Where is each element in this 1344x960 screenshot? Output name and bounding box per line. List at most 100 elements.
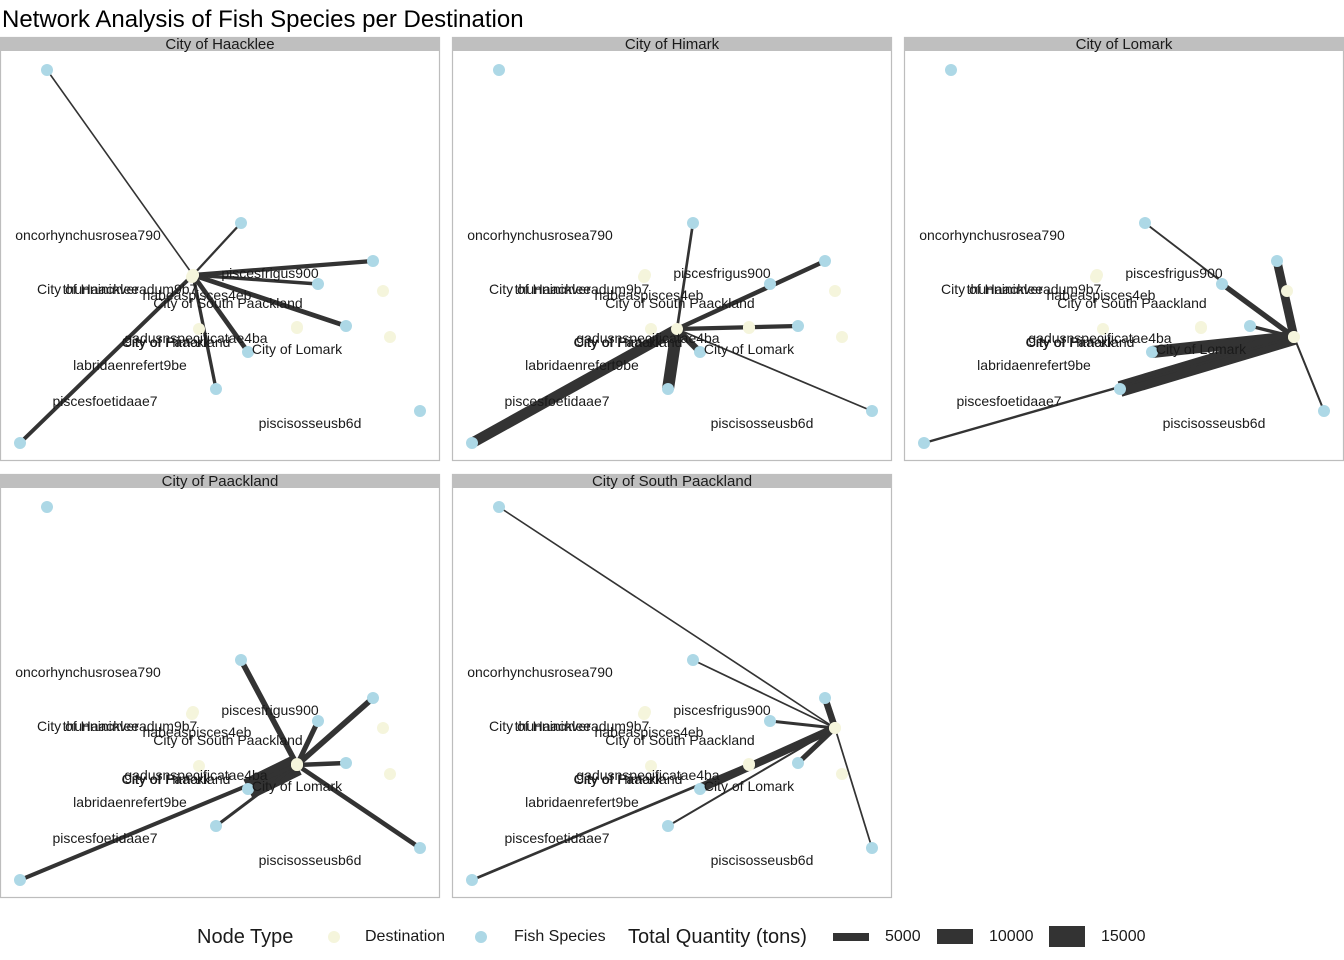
fish-node <box>493 501 505 513</box>
node-label-piscisosseusb6d: piscisosseusb6d <box>711 852 814 868</box>
node-label-city-of-south-paackland: City of South Paackland <box>153 295 302 311</box>
node-label-gadusnspecificatae4ba: gadusnspecificatae4ba <box>1028 330 1171 346</box>
destination-node <box>193 323 205 335</box>
edge-piscesfrigus900 <box>294 719 321 767</box>
node-label-city-of-lomark: City of Lomark <box>704 341 795 357</box>
panel-city-of-south-paackland: City of South Paackland oncorhynchusrosea… <box>451 473 893 899</box>
panel-strip-label: City of Haacklee <box>165 36 274 53</box>
node-label-city-of-lomark: City of Lomark <box>252 778 343 794</box>
panel-strip-label: City of Paackland <box>162 473 279 490</box>
fish-node <box>367 255 379 267</box>
fish-node <box>340 757 352 769</box>
node-label-piscisosseusb6d: piscisosseusb6d <box>259 852 362 868</box>
panel-strip-label: City of Lomark <box>1076 36 1173 53</box>
node-label-city-of-himark: City of Himark <box>574 771 663 787</box>
node-label-thunnininveradum9b7: thunnininveradum9b7 <box>515 718 650 734</box>
edge-thunnininveradum9b7 <box>192 258 374 278</box>
node-label-piscesfoetidaae7: piscesfoetidaae7 <box>52 393 157 409</box>
node-label-oncorhynchusrosea790: oncorhynchusrosea790 <box>467 227 613 243</box>
destination-node <box>377 722 389 734</box>
legend-width-15000-label: 15000 <box>1101 928 1146 945</box>
node-label-piscisosseusb6d: piscisosseusb6d <box>259 415 362 431</box>
fish-node <box>242 346 254 358</box>
fish-node <box>367 692 379 704</box>
node-label-thunnininveradum9b7: thunnininveradum9b7 <box>967 281 1102 297</box>
node-label-city-of-paackland: City of Paackland <box>574 334 683 350</box>
fish-node <box>945 64 957 76</box>
node-label-city-of-haacklee: City of Haacklee <box>489 281 591 297</box>
network-chart: City of Haackleeoncorhynchusrosea790City… <box>0 36 1344 899</box>
node-label-habeaspisces4eb: habeaspisces4eb <box>143 287 252 303</box>
node-label-city-of-haacklee: City of Haacklee <box>37 718 139 734</box>
node-label-piscesfrigus900: piscesfrigus900 <box>673 265 770 281</box>
edge-piscesfoetidaae7 <box>469 324 680 448</box>
node-label-city-of-paackland: City of Paackland <box>122 334 231 350</box>
node-label-city-of-haacklee: City of Haacklee <box>37 281 139 297</box>
fish-node <box>687 217 699 229</box>
fish-node <box>1271 255 1283 267</box>
node-label-labridaenrefert9be: labridaenrefert9be <box>525 357 639 373</box>
node-label-habeaspisces4eb: habeaspisces4eb <box>143 724 252 740</box>
fish-node <box>210 820 222 832</box>
node-label-thunnininveradum9b7: thunnininveradum9b7 <box>63 718 198 734</box>
destination-node <box>645 760 657 772</box>
fish-node <box>662 820 674 832</box>
node-label-thunnininveradum9b7: thunnininveradum9b7 <box>63 281 198 297</box>
chart-title: Network Analysis of Fish Species per Des… <box>2 6 524 33</box>
destination-node <box>743 321 755 333</box>
panel-city-of-himark: City of Himark oncorhynchusrosea790 City o… <box>451 36 893 462</box>
legend-width-5000-label: 5000 <box>885 928 921 945</box>
edge-habeaspisces4eb <box>192 222 242 276</box>
fish-node <box>792 757 804 769</box>
node-label-piscisosseusb6d: piscisosseusb6d <box>711 415 814 431</box>
node-label-labridaenrefert9be: labridaenrefert9be <box>73 794 187 810</box>
node-label-oncorhynchusrosea790: oncorhynchusrosea790 <box>919 227 1065 243</box>
edge-piscisosseusb6d <box>676 328 873 412</box>
edge-oncorhynchusrosea790 <box>498 506 836 729</box>
node-label-labridaenrefert9be: labridaenrefert9be <box>977 357 1091 373</box>
edge-habeaspisces4eb <box>692 659 836 729</box>
destination-node <box>291 321 303 333</box>
panel-strip-label: City of Himark <box>625 36 720 53</box>
destination-node <box>384 331 396 343</box>
destination-node <box>186 708 198 720</box>
focal-destination-node <box>671 323 683 335</box>
panel-city-of-lomark: City of Lomark oncorhynchusrosea790 City o… <box>903 36 1344 462</box>
node-label-gadusnspecificatae4ba: gadusnspecificatae4ba <box>576 767 719 783</box>
edge-thunnininveradum9b7 <box>295 695 375 768</box>
edge-piscesfrigus900 <box>769 719 836 730</box>
node-label-city-of-south-paackland: City of South Paackland <box>605 732 754 748</box>
fish-node <box>14 437 26 449</box>
node-label-habeaspisces4eb: habeaspisces4eb <box>595 724 704 740</box>
node-label-habeaspisces4eb: habeaspisces4eb <box>595 287 704 303</box>
destination-node <box>743 758 755 770</box>
edge-piscesfoetidaae7 <box>471 726 836 882</box>
node-label-piscisosseusb6d: piscisosseusb6d <box>1163 415 1266 431</box>
node-label-piscesfoetidaae7: piscesfoetidaae7 <box>504 830 609 846</box>
panel-city-of-paackland: City of Paackland oncorhynchusrosea790 Cit… <box>0 473 441 899</box>
panel-strip <box>0 37 440 51</box>
node-label-labridaenrefert9be: labridaenrefert9be <box>525 794 639 810</box>
legend-fish-dot <box>475 931 487 943</box>
fish-node <box>694 783 706 795</box>
fish-node <box>792 320 804 332</box>
fish-node <box>414 842 426 854</box>
node-label-labridaenrefert9be: labridaenrefert9be <box>73 357 187 373</box>
edge-thunnininveradum9b7 <box>676 258 826 332</box>
fish-node <box>662 383 674 395</box>
fish-node <box>866 405 878 417</box>
fish-node <box>466 874 478 886</box>
edge-piscesfoetidaae7 <box>923 335 1295 445</box>
fish-node <box>340 320 352 332</box>
edge-city-of-himark <box>192 272 347 329</box>
edge-fish-unlabeled-2 <box>296 764 421 849</box>
node-label-city-of-south-paackland: City of South Paackland <box>153 732 302 748</box>
legend-width-10000 <box>937 929 973 944</box>
node-label-gadusnspecificatae4ba: gadusnspecificatae4ba <box>124 330 267 346</box>
legend: Node Type Destination Fish Species Total… <box>0 922 1344 954</box>
destination-node <box>377 285 389 297</box>
node-label-piscesfrigus900: piscesfrigus900 <box>673 702 770 718</box>
edge-labridaenrefert9be <box>215 763 298 828</box>
focal-destination-node <box>1288 331 1300 343</box>
destination-node <box>638 708 650 720</box>
